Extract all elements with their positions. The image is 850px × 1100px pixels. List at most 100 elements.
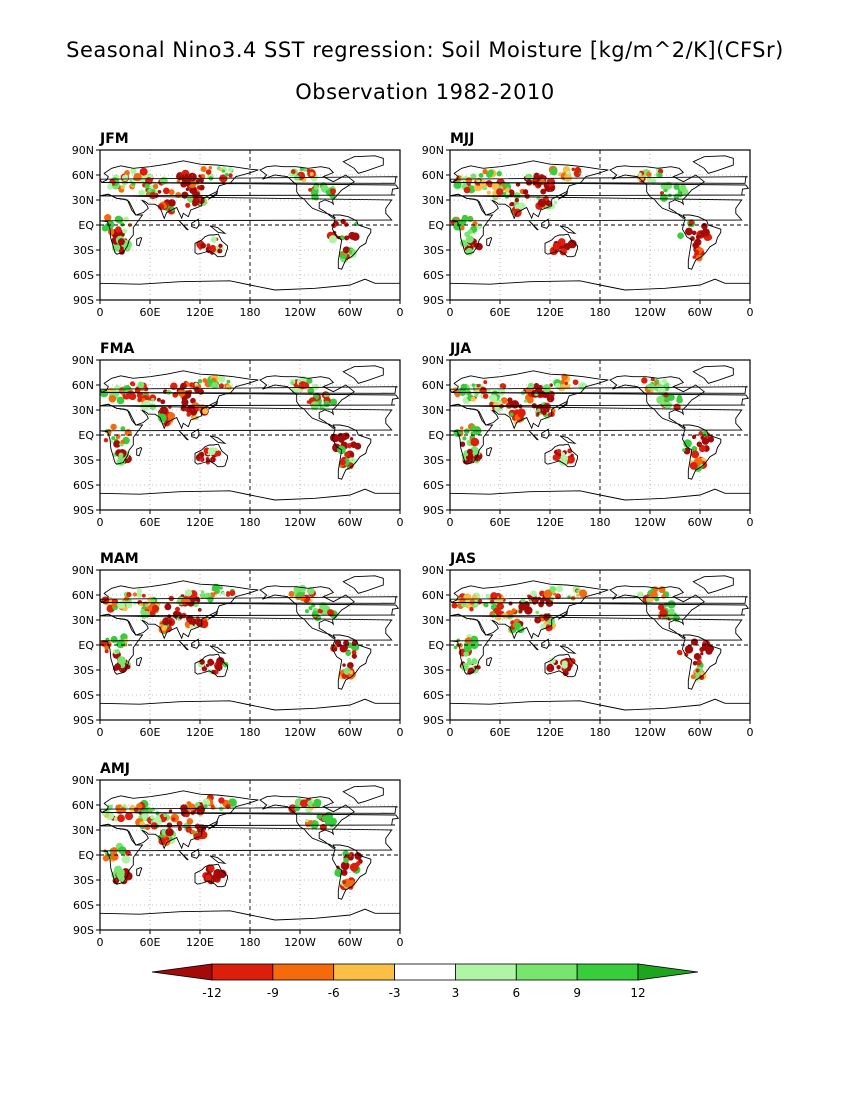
coastline [100, 193, 393, 255]
coastline [191, 218, 200, 229]
lat-tick-label: 60S [73, 479, 94, 492]
lon-tick-label: 120E [536, 516, 564, 529]
coastline [209, 645, 227, 654]
coastline [544, 233, 578, 258]
colorbar-segment [576, 963, 639, 981]
soil-moisture-field [100, 360, 400, 510]
coastline [528, 430, 539, 441]
coastline [208, 820, 218, 830]
coastline [450, 403, 743, 465]
lon-tick-label: 120W [284, 726, 316, 739]
lon-tick-label: 60E [490, 306, 511, 319]
lon-tick-label: 0 [397, 936, 404, 949]
lon-tick-label: 0 [397, 306, 404, 319]
coastline [544, 443, 578, 468]
lon-tick-label: 120W [284, 306, 316, 319]
lat-tick-label: 60N [422, 589, 444, 602]
coastline [194, 233, 228, 258]
colorbar-label: 6 [512, 986, 520, 1000]
lon-tick-label: 180 [590, 516, 611, 529]
lon-tick-label: 120W [634, 726, 666, 739]
coastline [342, 785, 384, 804]
coastline [682, 634, 722, 690]
lat-tick-label: 60N [422, 379, 444, 392]
lon-tick-label: 0 [447, 306, 454, 319]
coastline [486, 446, 493, 457]
coastline [194, 443, 228, 468]
lon-tick-label: 120W [284, 936, 316, 949]
coastline [342, 155, 384, 174]
coastline [209, 855, 227, 864]
lat-tick-label: 30S [73, 664, 94, 677]
lat-tick-label: 60S [73, 899, 94, 912]
lon-tick-label: 120E [186, 306, 214, 319]
lat-tick-label: 30N [422, 194, 444, 207]
lat-tick-label: 90S [423, 294, 444, 307]
coastline [558, 190, 568, 200]
lat-tick-label: 30N [72, 824, 94, 837]
coastline [178, 430, 189, 441]
panel-title: FMA [100, 341, 134, 357]
coastline [332, 214, 372, 270]
coastline [450, 193, 743, 255]
lon-tick-label: 0 [447, 516, 454, 529]
coastline [194, 653, 228, 678]
lon-tick-label: 120E [186, 516, 214, 529]
colorbar-label: -6 [328, 986, 340, 1000]
coastline [692, 575, 734, 594]
lat-tick-label: 60S [423, 689, 444, 702]
colorbar-arrow-right [637, 963, 699, 981]
coastline [528, 220, 539, 231]
colorbar: -12 -9 -6 -3 3 6 9 12 [151, 963, 699, 1000]
coastline [332, 844, 372, 900]
lat-tick-label: 30N [72, 194, 94, 207]
coastline [450, 613, 743, 675]
coastline [100, 403, 393, 465]
antarctica-coastline [100, 908, 400, 921]
coastline [178, 640, 189, 651]
lat-tick-label: 60S [423, 269, 444, 282]
lat-tick-label: EQ [428, 429, 444, 442]
lat-tick-label: 90S [73, 504, 94, 517]
coastline [486, 236, 493, 247]
coastline [682, 424, 722, 480]
lat-tick-label: 30N [72, 614, 94, 627]
soil-moisture-field [100, 570, 400, 720]
lat-tick-label: 30S [73, 454, 94, 467]
lat-tick-label: 90N [72, 144, 94, 157]
coastline [682, 214, 722, 270]
lat-tick-label: 60S [423, 479, 444, 492]
lat-tick-label: 90N [72, 354, 94, 367]
lon-tick-label: 0 [97, 936, 104, 949]
lat-tick-label: 30N [422, 614, 444, 627]
coastline [692, 155, 734, 174]
lat-tick-label: 60N [72, 589, 94, 602]
lat-tick-label: 30N [72, 404, 94, 417]
lat-tick-label: 60N [72, 169, 94, 182]
colorbar-label: 12 [630, 986, 645, 1000]
coastline [100, 596, 398, 604]
coastline [136, 656, 143, 667]
antarctica-coastline [450, 698, 750, 711]
lon-tick-label: 180 [240, 726, 261, 739]
coastline [178, 220, 189, 231]
lat-tick-label: EQ [78, 429, 94, 442]
lon-tick-label: 60W [338, 936, 363, 949]
lat-tick-label: 30S [423, 664, 444, 677]
coastline [332, 424, 372, 480]
lon-tick-label: 60E [490, 726, 511, 739]
colorbar-segment [211, 963, 274, 981]
lon-tick-label: 120E [186, 726, 214, 739]
antarctica-coastline [100, 278, 400, 291]
lon-tick-label: 60W [338, 726, 363, 739]
lon-tick-label: 0 [747, 726, 754, 739]
lat-tick-label: 90N [422, 144, 444, 157]
coastline [194, 863, 228, 888]
lon-tick-label: 120W [284, 516, 316, 529]
lon-tick-label: 0 [747, 306, 754, 319]
colorbar-label: 3 [452, 986, 460, 1000]
lon-tick-label: 180 [240, 516, 261, 529]
